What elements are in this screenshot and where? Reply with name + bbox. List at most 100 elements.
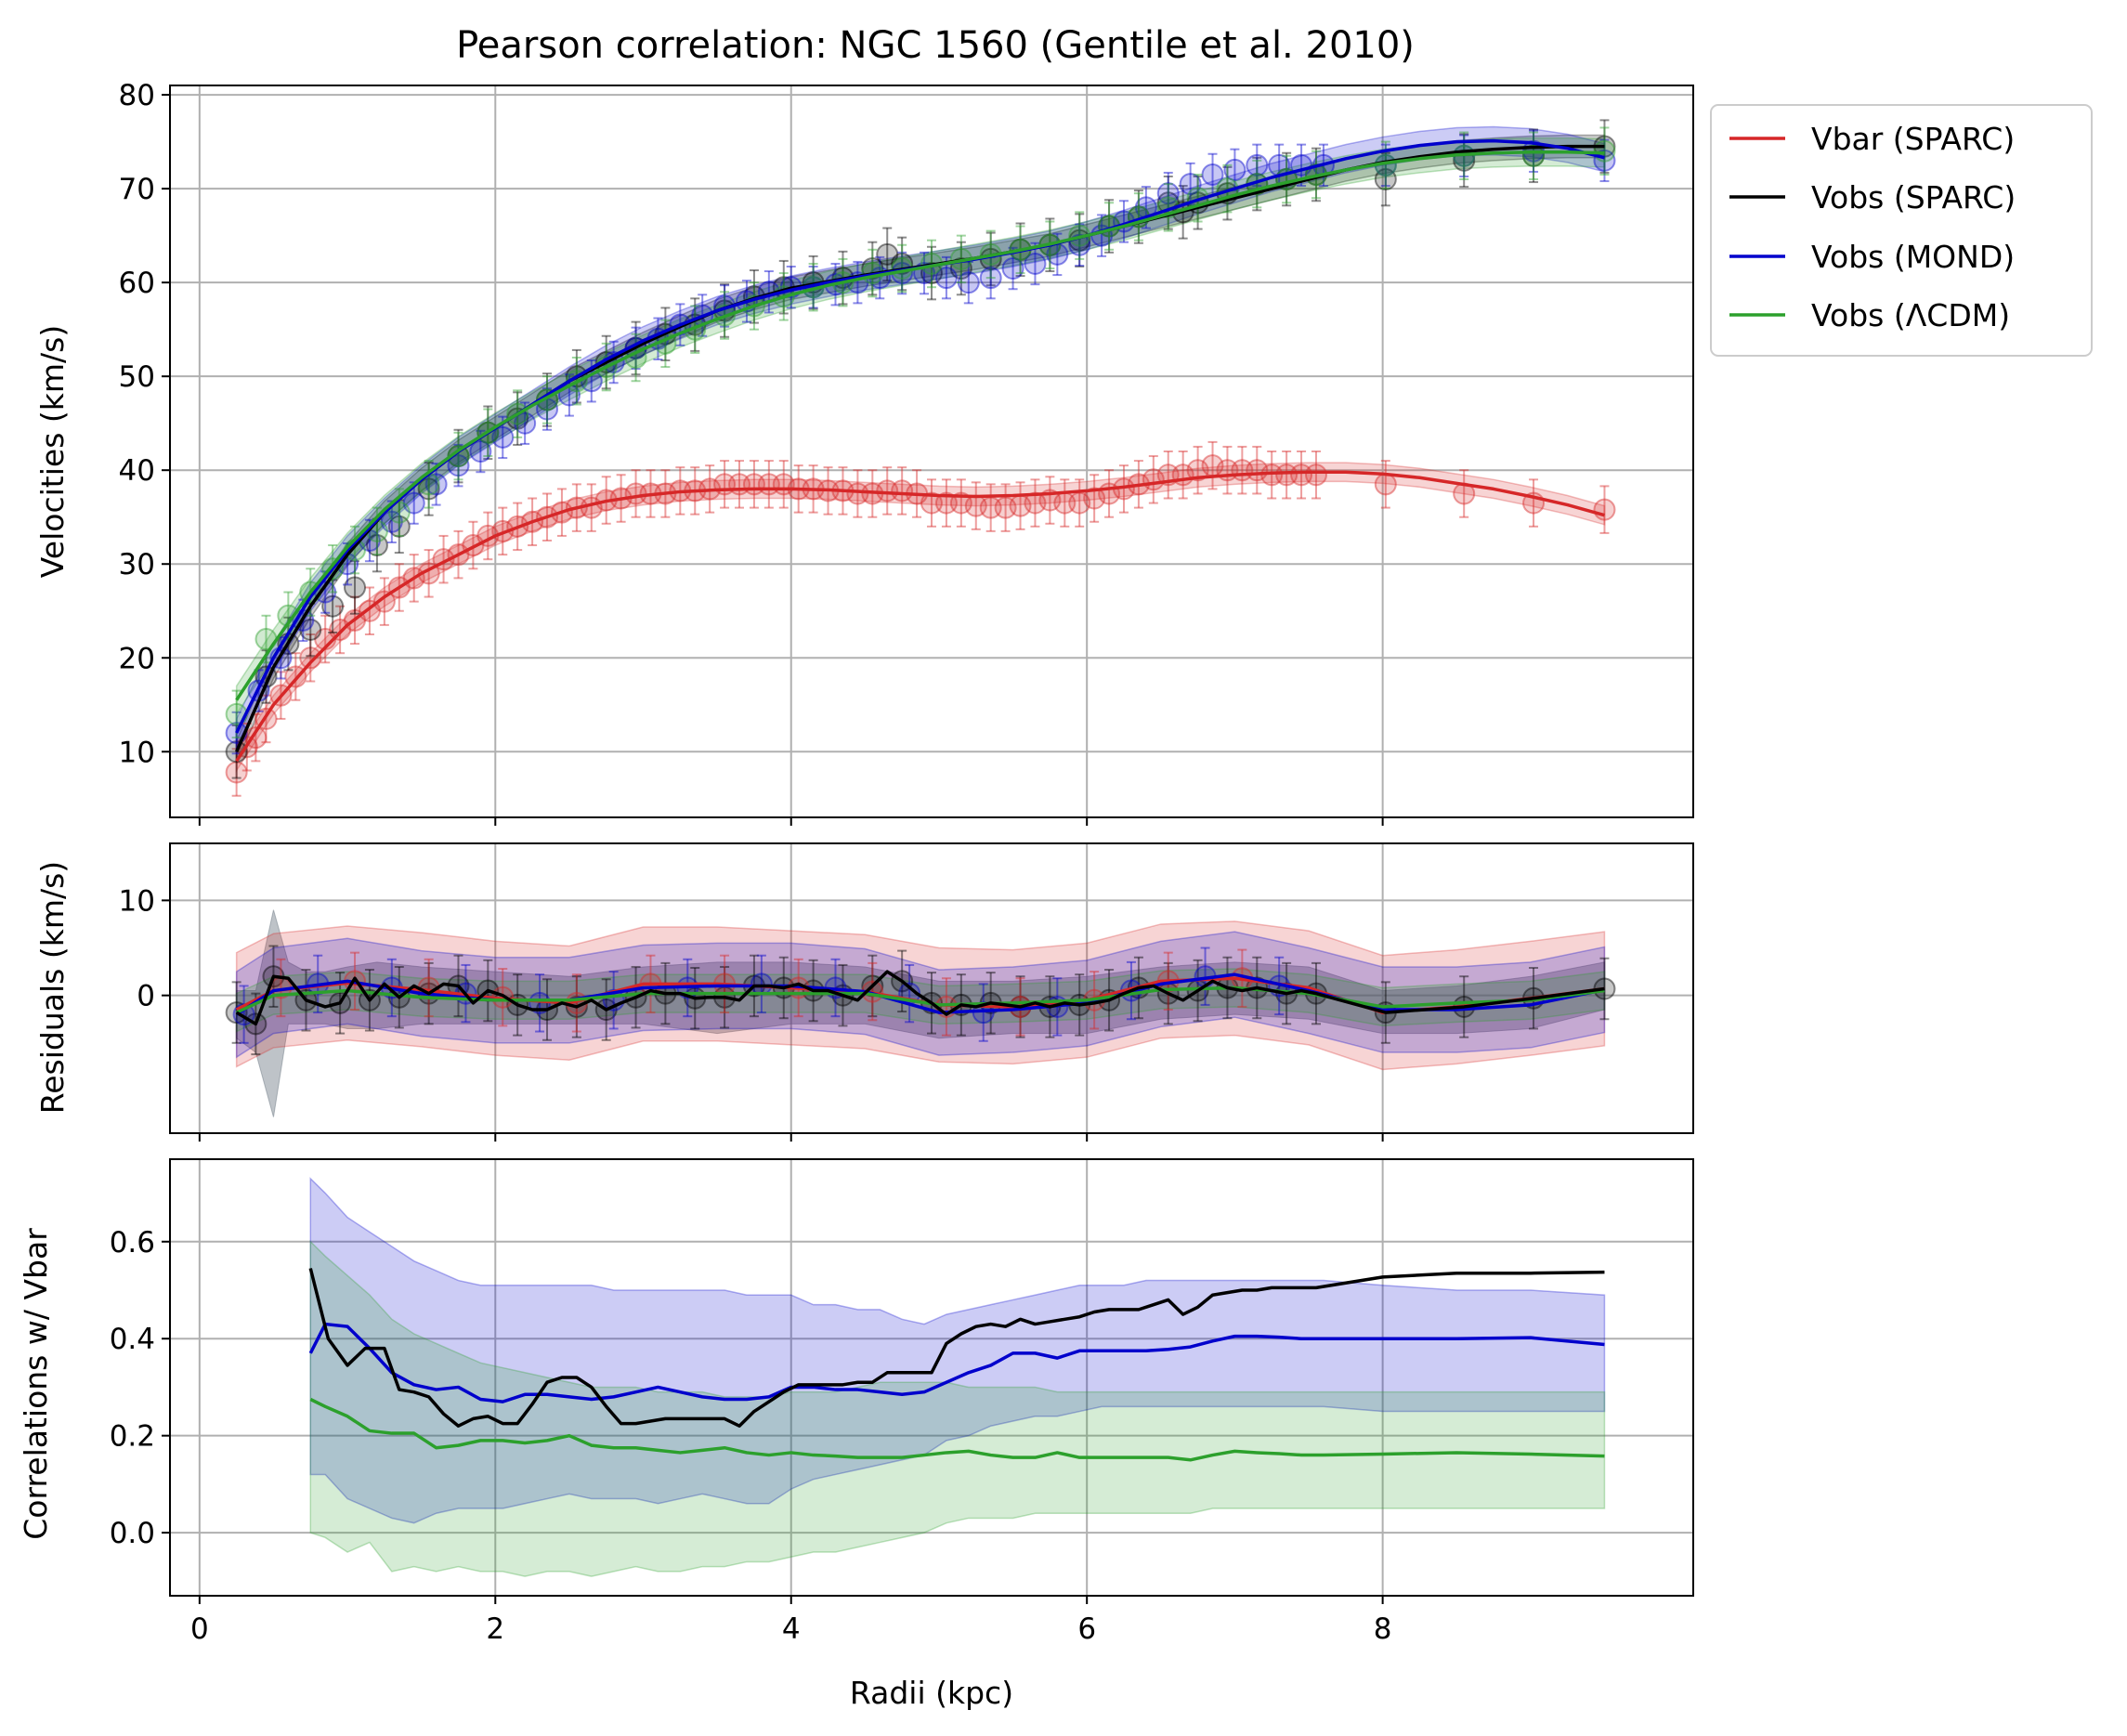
data-point (514, 411, 537, 435)
x-tick-label: 8 (1374, 1612, 1392, 1646)
velocity-panel: 10 20 30 40 50 60 70 80 (119, 79, 1694, 826)
series-line-vbar (235, 470, 1605, 763)
data-point (891, 479, 914, 503)
plot-area (308, 1177, 1606, 1577)
data-point (1290, 463, 1313, 487)
data-point (1001, 257, 1024, 280)
data-point (372, 590, 396, 613)
x-tick-label: 2 (486, 1612, 504, 1646)
data-point (387, 501, 411, 524)
legend-label-mond: Vobs (MOND) (1811, 239, 2015, 275)
x-tick-label: 6 (1077, 1612, 1096, 1646)
data-point (344, 576, 367, 599)
band-mond (235, 125, 1606, 748)
legend-frame (1710, 104, 2093, 357)
markers-mond (225, 129, 1616, 755)
data-point (994, 496, 1017, 519)
plot-area (225, 119, 1616, 797)
data-point (876, 242, 899, 266)
data-point (365, 534, 388, 557)
axes-frame (169, 1158, 1694, 1597)
data-point (491, 425, 515, 449)
y-tick-label: 0.2 (110, 1420, 155, 1454)
y-tick-label: 40 (119, 454, 155, 488)
data-point (934, 267, 958, 290)
grid-lines (170, 843, 1693, 1133)
legend-label-vobs: Vobs (SPARC) (1811, 179, 2016, 215)
band-vobs (235, 134, 1606, 764)
data-point (447, 454, 470, 477)
data-point (1246, 153, 1269, 176)
markers-lcdm (225, 126, 1616, 739)
legend-label-lcdm: Vobs (ΛCDM) (1811, 297, 2010, 333)
axes-frame (169, 842, 1694, 1134)
x-axis-label: Radii (kpc) (850, 1675, 1013, 1711)
data-point (299, 646, 322, 670)
data-point (1304, 463, 1327, 487)
data-point (957, 271, 980, 294)
y-tick-label: 10 (119, 736, 155, 769)
series-line-lcdm (309, 1397, 1605, 1462)
legend: Vbar (SPARC) Vobs (SPARC) Vobs (MOND) Vo… (1710, 104, 2093, 357)
y-tick-label: 10 (119, 884, 155, 918)
data-point (402, 491, 425, 515)
x-tick-label: 0 (190, 1612, 209, 1646)
data-point (1275, 463, 1298, 487)
legend-label-vbar: Vbar (SPARC) (1811, 121, 2015, 157)
data-point (299, 618, 322, 641)
series-line-lcdm (235, 150, 1605, 701)
data-point (424, 473, 448, 496)
data-point (1593, 498, 1616, 521)
data-point (1179, 173, 1202, 196)
band-lcdm (235, 137, 1606, 717)
y-axis-label-residuals: Residuals (km/s) (34, 861, 71, 1114)
y-tick-label: 60 (119, 267, 155, 300)
y-tick-label: 20 (119, 642, 155, 675)
data-point (1374, 473, 1397, 496)
y-tick-label: 0.6 (110, 1226, 155, 1260)
y-tick-label: 50 (119, 360, 155, 394)
data-point (380, 510, 403, 533)
y-tick-label: 30 (119, 548, 155, 581)
data-point (387, 515, 411, 538)
y-tick-label: 0.0 (110, 1517, 155, 1550)
axes-frame (169, 85, 1694, 818)
data-point (1223, 158, 1246, 181)
y-tick-label: 0.4 (110, 1323, 155, 1356)
data-point (949, 491, 972, 515)
data-point (1593, 139, 1616, 163)
data-point (1374, 168, 1397, 191)
band-vbar (235, 462, 1606, 773)
data-point (329, 618, 352, 641)
y-tick-label: 80 (119, 79, 155, 112)
data-point (1156, 182, 1180, 205)
data-point (1083, 487, 1106, 510)
correlation-panel: 0 2 4 6 8 0.0 0.2 0.4 0.6 (110, 1158, 1694, 1646)
data-point (846, 482, 869, 505)
data-point (1186, 459, 1209, 482)
data-point (1201, 163, 1224, 186)
data-point (469, 440, 492, 463)
markers-vobs (225, 119, 1616, 779)
series-line-lcdm (235, 985, 1605, 1014)
data-point (321, 594, 345, 618)
data-point (920, 491, 943, 515)
data-point (1024, 252, 1047, 275)
band-vobs (236, 909, 1605, 1117)
chart-title: Pearson correlation: NGC 1560 (Gentile e… (456, 24, 1415, 67)
data-point (417, 477, 440, 501)
series-line-mond (308, 1322, 1605, 1403)
series-line-mond (235, 972, 1605, 1016)
y-axis-label-correlations: Correlations w/ Vbar (18, 1228, 54, 1540)
data-point (750, 972, 773, 996)
grid-lines (170, 85, 1693, 817)
data-point (934, 491, 958, 515)
data-point (244, 726, 268, 750)
data-point (979, 267, 1002, 290)
plot-area (225, 909, 1616, 1117)
series-line-vobs (308, 1268, 1605, 1428)
y-tick-label: 0 (137, 980, 155, 1013)
data-point (225, 761, 248, 784)
x-tick-label: 4 (782, 1612, 801, 1646)
